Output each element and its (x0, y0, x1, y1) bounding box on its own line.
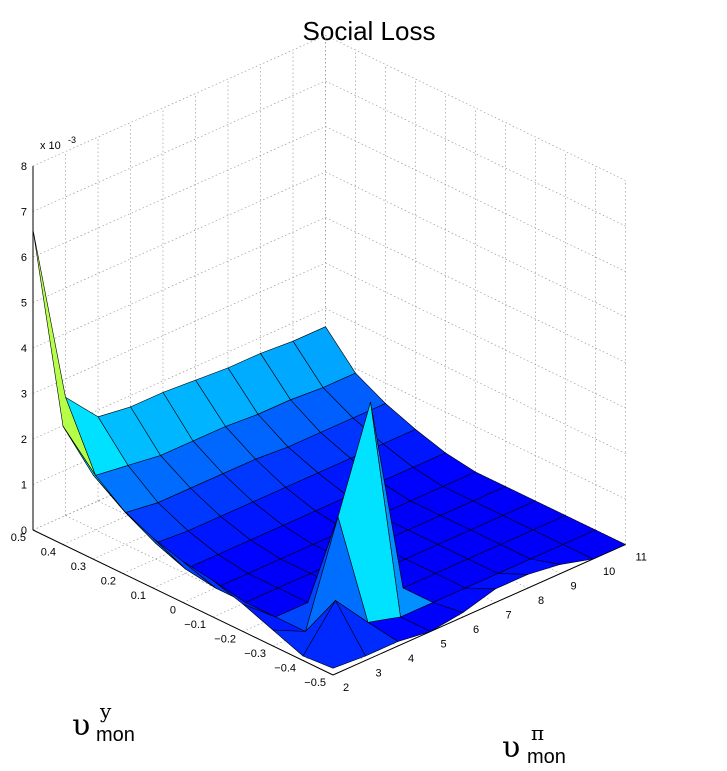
wall-gridline (32, 262, 326, 394)
z-tick-label: 0 (21, 525, 27, 537)
y-tick-label: −0.3 (244, 648, 266, 660)
y-axis-line (32, 529, 334, 676)
z-multiplier: x 10 -3 (40, 135, 76, 152)
z-tick-label: 4 (21, 343, 27, 355)
x-tick-label: 9 (571, 581, 577, 593)
wall-gridline (32, 126, 326, 258)
y-tick-label: 0.5 (11, 532, 26, 544)
x-axis-label: υ π mon (502, 721, 566, 768)
wall-gridline (32, 171, 326, 303)
x-axis-line (332, 544, 626, 676)
x-tick-label: 7 (506, 610, 512, 622)
y-tick-label: 0.1 (131, 590, 146, 602)
z-multiplier-exponent: -3 (68, 135, 76, 145)
x-tick-label: 10 (603, 566, 615, 578)
y-tick-label: 0.4 (41, 547, 56, 559)
chart-title: Social Loss (303, 16, 436, 46)
z-multiplier-label: x 10 (40, 140, 61, 152)
surface-patch (302, 600, 366, 669)
x-tick-label: 5 (441, 639, 447, 651)
x-tick-label: 3 (376, 668, 382, 680)
z-tick-label: 8 (21, 161, 27, 173)
x-tick-label: 6 (473, 624, 479, 636)
z-tick-label: 3 (21, 389, 27, 401)
z-tick-label: 7 (21, 207, 27, 219)
axes (32, 166, 626, 676)
y-tick-label: −0.2 (214, 634, 236, 646)
surface (32, 229, 626, 669)
x-tick-label: 8 (538, 595, 544, 607)
x-axis-label-sup: π (531, 721, 544, 745)
x-tick-label: 4 (408, 653, 414, 665)
x-axis-label-base: υ (502, 730, 520, 765)
z-tick-label: 1 (21, 480, 27, 492)
y-axis-label: υ y mon (72, 699, 135, 746)
x-tick-label: 2 (343, 682, 349, 694)
z-tick-label: 6 (21, 252, 27, 264)
x-tick-label: 11 (636, 552, 647, 564)
tick-labels: 0 1 2 3 4 5 6 7 8 0.5 0.4 0.3 0.2 0.1 0 −0.1 −0.2 −0.3 −0.… (11, 161, 647, 694)
wall-gridline (32, 217, 326, 349)
y-tick-label: 0 (170, 605, 176, 617)
y-axis-label-base: υ (72, 708, 90, 743)
wall-gridline (32, 35, 326, 167)
y-tick-label: −0.5 (304, 677, 326, 689)
x-axis-label-sub: mon (527, 746, 566, 768)
wall-gridline (325, 80, 626, 227)
y-axis-label-sub: mon (96, 724, 135, 746)
y-tick-label: 0.2 (101, 576, 116, 588)
z-tick-label: 5 (21, 298, 27, 310)
y-tick-label: 0.3 (71, 561, 86, 573)
z-tick-label: 2 (21, 434, 27, 446)
y-tick-label: −0.1 (184, 619, 206, 631)
wall-gridline (32, 80, 326, 212)
y-tick-label: −0.4 (274, 663, 296, 675)
y-axis-label-sup: y (99, 699, 112, 723)
